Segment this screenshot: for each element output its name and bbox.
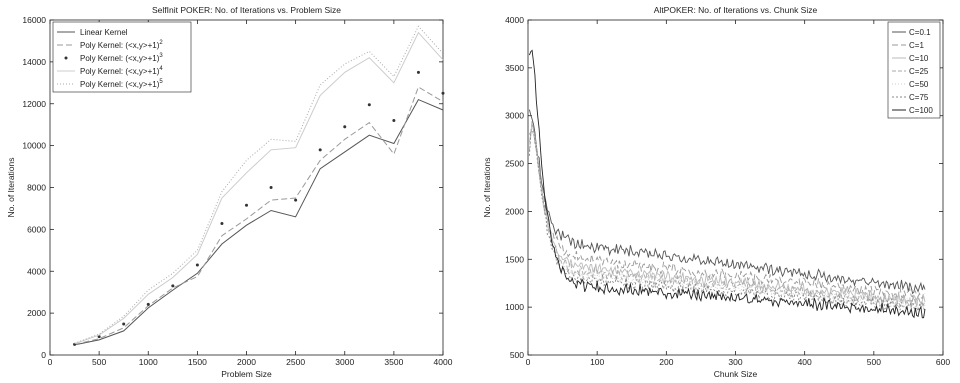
series-3 [73,70,445,346]
y-tick-label: 10000 [22,141,46,151]
legend-box [887,21,941,119]
legend-box [52,21,192,93]
y-tick-label: 3000 [505,111,524,121]
x-tick-label: 500 [92,357,106,367]
legend-label: C=100 [909,106,933,115]
series-line-c-25 [528,124,926,309]
chart-title: AltPOKER: No. of Iterations vs. Chunk Si… [654,5,818,15]
y-tick-label: 16000 [22,15,46,25]
y-tick-label: 14000 [22,57,46,67]
data-point [392,119,396,122]
legend-label: C=25 [909,67,929,76]
data-point [416,70,420,74]
data-point [220,222,224,226]
x-tick-label: 0 [48,357,53,367]
y-tick-label: 8000 [27,183,46,193]
legend-label: Poly Kernel: (<x,y>+1)4 [80,66,163,76]
legend-label: Linear Kernel [80,28,128,37]
data-point [367,103,371,107]
x-tick-label: 2000 [237,357,256,367]
plot-frame [527,19,944,356]
chart-2: AltPOKER: No. of Iterations vs. Chunk Si… [482,5,950,379]
y-tick-label: 4000 [27,266,46,276]
data-point [441,91,445,95]
y-tick-label: 4000 [505,15,524,25]
data-point [343,125,347,129]
y-tick-label: 12000 [22,99,46,109]
y-tick-label: 2500 [505,159,524,169]
y-tick-label: 1500 [505,254,524,264]
series-line-c-50 [528,130,926,310]
x-tick-label: 3000 [335,357,354,367]
y-tick-label: 500 [510,350,524,360]
legend: C=0.1 C=1 C=10 C=25 C=50 C=75 C=100 [887,21,941,119]
y-tick-label: 0 [41,350,46,360]
x-tick-label: 100 [590,357,604,367]
y-tick-label: 6000 [27,224,46,234]
chart-1: SelfInit POKER: No. of Iterations vs. Pr… [6,5,453,379]
x-tick-label: 2500 [286,357,305,367]
legend-label: Poly Kernel: (<x,y>+1)5 [80,79,163,89]
series-line-1 [74,98,444,346]
y-axis-label: No. of Iterations [6,157,16,217]
x-axis-label: Problem Size [221,369,272,379]
y-tick-label: 2000 [505,206,524,216]
series-line-4 [74,31,444,345]
legend-label: C=10 [909,54,929,63]
y-axis-label: No. of Iterations [482,157,492,217]
data-point [245,203,248,207]
x-tick-label: 1000 [139,357,158,367]
legend-swatch [64,56,68,60]
y-tick-label: 3500 [505,63,524,73]
x-tick-label: 200 [659,357,673,367]
x-tick-label: 400 [798,357,812,367]
legend-label: C=50 [909,80,929,89]
data-point [318,148,322,152]
x-tick-label: 4000 [434,357,453,367]
data-point [195,263,199,267]
legend-label: C=1 [909,41,924,50]
x-tick-label: 3500 [384,357,403,367]
y-tick-label: 2000 [27,308,46,318]
legend-label: C=0.1 [909,28,931,37]
series-line-2 [74,86,444,345]
data-point [171,284,175,288]
x-tick-label: 500 [867,357,881,367]
x-tick-label: 0 [526,357,531,367]
data-point [146,302,150,306]
legend-label: C=75 [909,93,929,102]
y-tick-label: 1000 [505,302,524,312]
series-line-c-10 [528,123,926,307]
data-point [294,198,298,202]
series-line-c-100 [528,49,926,319]
data-point [122,322,126,326]
legend-label: Poly Kernel: (<x,y>+1)2 [80,40,163,50]
x-axis-label: Chunk Size [714,369,758,379]
data-point [269,186,273,189]
x-tick-label: 600 [936,357,950,367]
legend-label: Poly Kernel: (<x,y>+1)3 [80,53,163,63]
chart-title: SelfInit POKER: No. of Iterations vs. Pr… [152,5,341,15]
legend: Linear Kernel Poly Kernel: (<x,y>+1)2 Poly… [52,21,192,93]
x-tick-label: 300 [728,357,742,367]
x-tick-label: 1500 [188,357,207,367]
series-line-c-0-1 [528,109,926,295]
